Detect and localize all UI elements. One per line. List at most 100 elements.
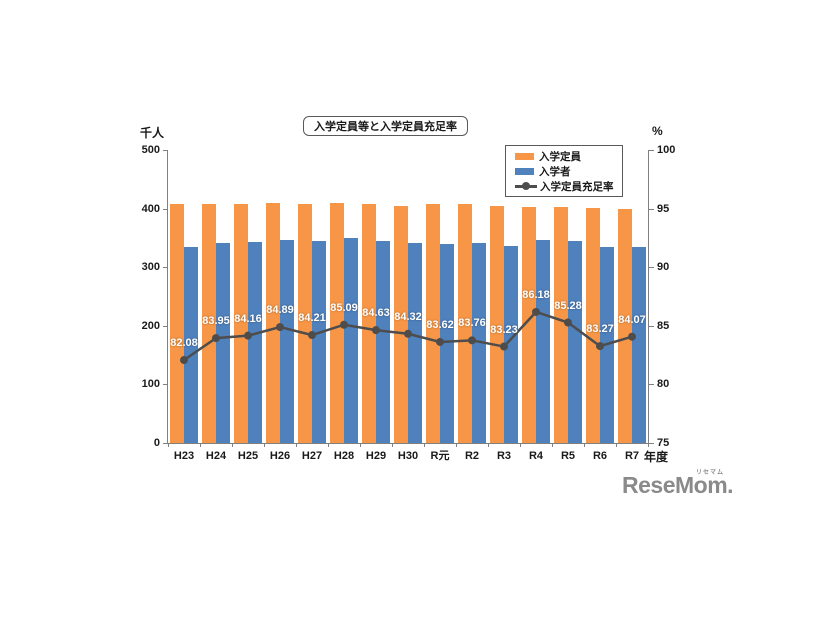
x-axis-tick xyxy=(360,443,361,447)
legend: 入学定員 入学者 入学定員充足率 xyxy=(505,145,623,197)
entrants-bar-R2 xyxy=(472,243,486,443)
rate-data-label: 84.07 xyxy=(618,313,646,326)
x-axis-category-label: R2 xyxy=(464,450,480,462)
right-axis-tick xyxy=(649,384,654,386)
x-axis-category-label: R3 xyxy=(496,450,512,462)
rate-data-label: 84.16 xyxy=(234,312,262,325)
x-axis-tick xyxy=(488,443,489,447)
entrants-bar-R元 xyxy=(440,243,454,443)
left-axis-tick-label: 300 xyxy=(141,261,160,274)
right-axis-line xyxy=(648,150,649,444)
x-axis-category-label: H25 xyxy=(237,450,259,462)
x-axis-tick xyxy=(648,443,649,447)
left-axis-tick xyxy=(163,443,168,444)
capacity-bar-H28 xyxy=(330,202,344,443)
capacity-bar-H26 xyxy=(266,203,280,443)
rate-data-label: 83.95 xyxy=(202,315,230,328)
rate-point-marker xyxy=(436,337,444,346)
rate-point-marker xyxy=(404,329,412,338)
x-axis-category-label: H29 xyxy=(365,450,387,462)
rate-point-marker xyxy=(372,326,380,335)
capacity-bar-H23 xyxy=(170,203,184,443)
left-axis-tick-label: 500 xyxy=(141,144,160,156)
x-axis-category-label: R7 xyxy=(624,450,640,462)
x-axis-tick xyxy=(520,443,521,447)
x-axis-category-label: R元 xyxy=(430,450,450,462)
entrants-bar-swatch-icon xyxy=(515,168,534,175)
legend-item-rate: 入学定員充足率 xyxy=(515,179,622,194)
rate-point-marker xyxy=(340,320,348,329)
capacity-bar-H30 xyxy=(394,205,408,443)
capacity-bar-R7 xyxy=(618,209,632,443)
rate-data-label: 85.09 xyxy=(330,301,358,314)
entrants-bar-H29 xyxy=(376,241,390,443)
rate-point-marker xyxy=(308,331,316,340)
legend-label-capacity: 入学定員 xyxy=(539,151,581,163)
left-axis-tick-label: 400 xyxy=(141,202,160,215)
rate-data-label: 83.62 xyxy=(426,318,454,331)
x-axis-tick xyxy=(264,443,265,447)
x-axis-tick xyxy=(424,443,425,447)
x-axis-line xyxy=(167,443,649,444)
x-axis-category-label: R4 xyxy=(528,450,544,462)
rate-data-label: 83.76 xyxy=(458,317,486,330)
left-axis-tick xyxy=(163,208,168,210)
rate-data-label: 82.08 xyxy=(170,337,198,350)
left-axis-tick xyxy=(163,150,168,151)
x-axis-tick xyxy=(296,443,297,447)
capacity-bar-R5 xyxy=(554,206,568,443)
entrants-bar-H25 xyxy=(248,242,262,443)
x-axis-category-label: H27 xyxy=(301,450,323,462)
right-axis-tick xyxy=(649,443,654,444)
capacity-bar-R3 xyxy=(490,206,504,443)
resemom-logo: リセマム ReseMom. xyxy=(618,466,758,502)
rate-point-marker xyxy=(276,323,284,332)
rate-point-marker xyxy=(532,307,540,316)
left-axis-tick-label: 0 xyxy=(153,437,160,449)
left-axis-tick-label: 100 xyxy=(141,378,160,391)
x-axis-tick xyxy=(456,443,457,447)
x-axis-tick xyxy=(584,443,585,447)
entrants-bar-R3 xyxy=(504,246,518,443)
x-axis-tick xyxy=(328,443,329,447)
entrants-bar-R5 xyxy=(568,241,582,443)
right-axis-tick xyxy=(649,150,654,151)
left-axis-tick xyxy=(163,384,168,386)
rate-data-label: 83.27 xyxy=(586,323,614,336)
rate-point-marker xyxy=(244,331,252,340)
right-axis-tick-label: 100 xyxy=(657,144,676,156)
chart-title: 入学定員等と入学定員充足率 xyxy=(314,121,457,133)
entrants-bar-H23 xyxy=(184,246,198,443)
capacity-bar-H24 xyxy=(202,204,216,443)
rate-point-marker xyxy=(212,334,220,343)
right-axis-tick-label: 95 xyxy=(657,202,670,215)
capacity-bar-R6 xyxy=(586,208,600,443)
entrants-bar-H28 xyxy=(344,238,358,443)
x-axis-category-label: R6 xyxy=(592,450,608,462)
legend-item-capacity: 入学定員 xyxy=(515,149,622,164)
right-axis-tick xyxy=(649,325,654,327)
rate-point-marker xyxy=(180,356,188,365)
capacity-bar-H29 xyxy=(362,204,376,443)
entrants-bar-R4 xyxy=(536,239,550,443)
capacity-bar-H25 xyxy=(234,203,248,443)
x-axis-tick xyxy=(232,443,233,447)
x-axis-category-label: H26 xyxy=(269,450,291,462)
entrants-bar-H30 xyxy=(408,242,422,443)
rate-point-marker xyxy=(628,332,636,341)
entrants-bar-H24 xyxy=(216,242,230,443)
left-axis-tick-label: 200 xyxy=(141,319,160,332)
rate-line-marker-icon xyxy=(515,182,537,190)
capacity-bar-H27 xyxy=(298,203,312,443)
resemom-logo-ruby: リセマム xyxy=(696,470,725,476)
capacity-bar-R2 xyxy=(458,204,472,443)
legend-item-entrants: 入学者 xyxy=(515,164,622,179)
rate-point-marker xyxy=(564,318,572,327)
x-axis-category-label: H30 xyxy=(397,450,419,462)
capacity-bar-R元 xyxy=(426,204,440,443)
entrants-bar-H27 xyxy=(312,241,326,443)
rate-data-label: 84.89 xyxy=(266,304,294,317)
left-axis-tick xyxy=(163,267,168,269)
x-axis-category-label: H24 xyxy=(205,450,227,462)
